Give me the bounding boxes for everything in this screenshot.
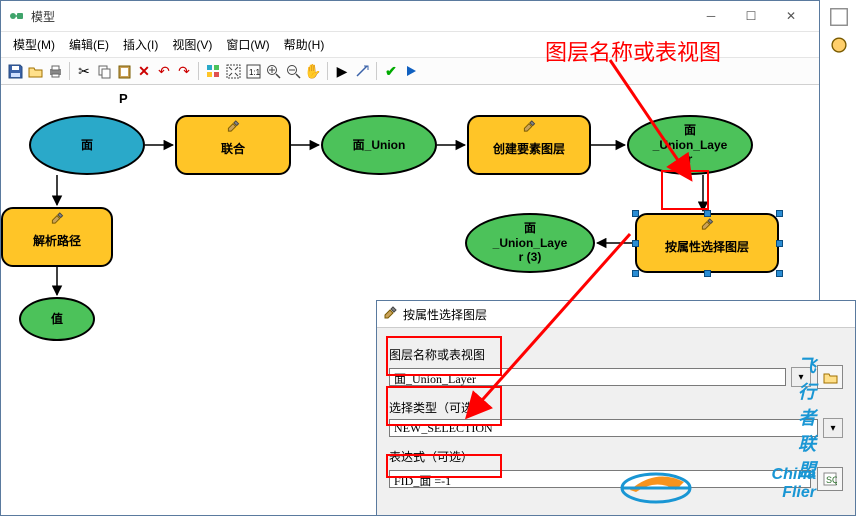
selection-handle[interactable]: [776, 270, 783, 277]
save-icon[interactable]: [7, 63, 23, 79]
annotation-box-expr: [386, 454, 502, 478]
validate-icon[interactable]: ✔: [383, 63, 399, 79]
hammer-icon: [227, 120, 240, 136]
seltype-dropdown-arrow[interactable]: ▾: [823, 418, 843, 438]
cut-icon[interactable]: ✂: [76, 63, 92, 79]
grid-icon[interactable]: [205, 63, 221, 79]
selection-handle[interactable]: [704, 210, 711, 217]
node-label: 创建要素图层: [493, 142, 565, 156]
hammer-icon: [383, 306, 399, 322]
run-icon[interactable]: [403, 63, 419, 79]
node-label: 面 _Union_Laye r: [653, 123, 728, 166]
print-icon[interactable]: [47, 63, 63, 79]
node-n_make[interactable]: 创建要素图层: [467, 115, 591, 175]
zoom100-icon[interactable]: 1:1: [245, 63, 261, 79]
annotation-box-layer: [386, 336, 502, 376]
node-label: 面: [81, 138, 93, 152]
hammer-icon: [701, 218, 714, 234]
titlebar: 模型 ─ ☐ ✕: [1, 1, 819, 32]
hammer-icon: [523, 120, 536, 136]
zoomout-icon[interactable]: [285, 63, 301, 79]
window-title: 模型: [31, 8, 55, 25]
annotation-label: 图层名称或表视图: [545, 35, 721, 67]
node-label: 面 _Union_Laye r (3): [493, 221, 568, 264]
paste-icon[interactable]: [116, 63, 132, 79]
hammer-icon: [51, 212, 64, 228]
menu-edit[interactable]: 编辑(E): [63, 34, 115, 55]
expr-builder-button[interactable]: SQL: [817, 467, 843, 491]
copy-icon[interactable]: [96, 63, 112, 79]
dialog-titlebar: 按属性选择图层: [377, 301, 855, 328]
delete-icon[interactable]: ✕: [136, 63, 152, 79]
selection-handle[interactable]: [632, 240, 639, 247]
selection-handle[interactable]: [632, 270, 639, 277]
node-n_jiexi[interactable]: 解析路径: [1, 207, 113, 267]
logo-graphic: [616, 460, 696, 506]
pan-icon[interactable]: ✋: [305, 63, 321, 79]
svg-text:1:1: 1:1: [249, 68, 261, 77]
node-label: 面_Union: [353, 138, 406, 152]
menu-view[interactable]: 视图(V): [166, 34, 218, 55]
menu-help[interactable]: 帮助(H): [278, 34, 331, 55]
node-n_mian[interactable]: 面: [29, 115, 145, 175]
node-n_unionlayer3[interactable]: 面 _Union_Laye r (3): [465, 213, 595, 273]
app-icon: [9, 8, 25, 24]
select-icon[interactable]: ▶: [334, 63, 350, 79]
fit-icon[interactable]: [225, 63, 241, 79]
node-label: 解析路径: [33, 234, 81, 248]
node-n_select[interactable]: 按属性选择图层: [635, 213, 779, 273]
dialog-title: 按属性选择图层: [403, 306, 487, 323]
node-label: 值: [51, 312, 63, 326]
selection-handle[interactable]: [632, 210, 639, 217]
open-icon[interactable]: [27, 63, 43, 79]
minimize-button[interactable]: ─: [691, 4, 731, 28]
svg-text:SQL: SQL: [826, 475, 837, 485]
close-button[interactable]: ✕: [771, 4, 811, 28]
tool-icon-2[interactable]: [828, 34, 850, 56]
menu-model[interactable]: 模型(M): [7, 34, 61, 55]
connect-icon[interactable]: [354, 63, 370, 79]
tool-icon-1[interactable]: [828, 6, 850, 28]
browse-button[interactable]: [817, 365, 843, 389]
parameter-label: P: [119, 91, 128, 106]
logo-text-cn: 飞行者联盟: [798, 352, 816, 482]
node-n_unionlayer[interactable]: 面 _Union_Laye r: [627, 115, 753, 175]
node-n_lianhe[interactable]: 联合: [175, 115, 291, 175]
redo-icon[interactable]: ↷: [176, 63, 192, 79]
node-n_union[interactable]: 面_Union: [321, 115, 437, 175]
annotation-box-seltype: [386, 386, 502, 426]
node-n_zhi[interactable]: 值: [19, 297, 95, 341]
logo-text-en: China Flier: [772, 466, 816, 502]
node-label: 按属性选择图层: [665, 240, 749, 254]
annotation-box-connector: [661, 170, 709, 210]
zoomin-icon[interactable]: [265, 63, 281, 79]
undo-icon[interactable]: ↶: [156, 63, 172, 79]
maximize-button[interactable]: ☐: [731, 4, 771, 28]
menu-window[interactable]: 窗口(W): [220, 34, 275, 55]
selection-handle[interactable]: [776, 210, 783, 217]
selection-handle[interactable]: [704, 270, 711, 277]
selection-handle[interactable]: [776, 240, 783, 247]
node-label: 联合: [221, 142, 245, 156]
menu-insert[interactable]: 插入(I): [117, 34, 164, 55]
